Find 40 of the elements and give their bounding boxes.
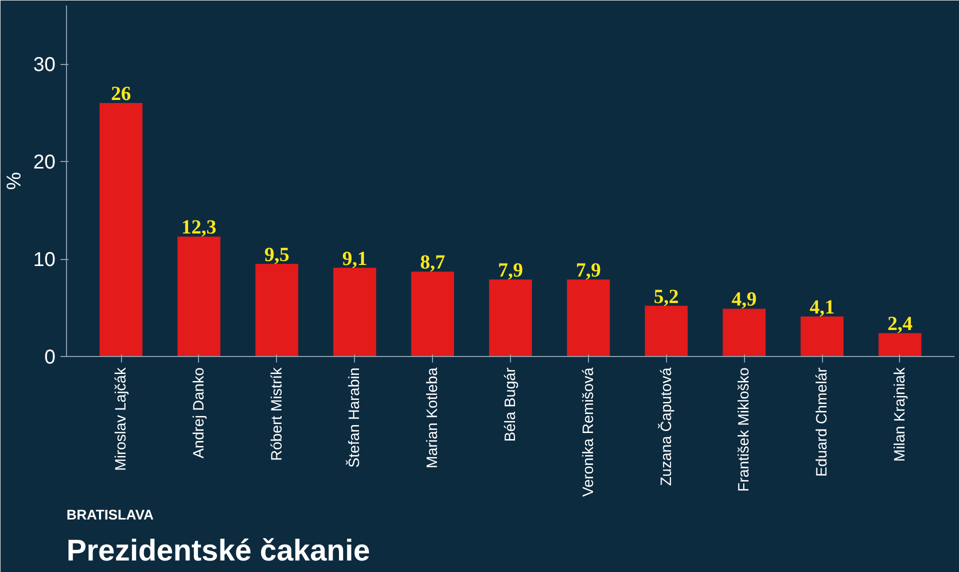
- y-tick-label: 10: [33, 249, 56, 271]
- data-label: 9,5: [264, 244, 290, 266]
- data-label: 9,1: [342, 248, 368, 270]
- bar: [644, 306, 688, 356]
- data-label: 12,3: [181, 216, 216, 239]
- data-label: 5,2: [654, 286, 679, 308]
- text: Prezidentské čakanie: [66, 534, 370, 568]
- y-tick-label: 30: [33, 54, 56, 76]
- x-tick-label: Róbert Mistrík: [268, 367, 286, 461]
- bar: [100, 103, 142, 356]
- data-label: 26: [111, 83, 132, 105]
- data-label: 7,9: [498, 259, 523, 282]
- bar: [722, 308, 766, 356]
- data-label: 8,7: [420, 252, 446, 274]
- data-label: 4,9: [732, 288, 757, 311]
- data-label: 7,9: [576, 259, 601, 282]
- bar: [333, 268, 376, 356]
- x-tick-label: Veronika Remišová: [580, 366, 597, 497]
- x-tick-label: Milan Krajniak: [891, 367, 908, 462]
- x-tick-label: Eduard Chmelár: [814, 367, 831, 477]
- text: BRATISLAVA: [66, 506, 154, 522]
- bar: [566, 279, 610, 356]
- data-label: 2,4: [887, 313, 912, 336]
- x-tick-label: Marian Kotleba: [424, 366, 442, 468]
- x-tick-label: František Mikloško: [736, 367, 753, 492]
- y-tick-label: 20: [33, 152, 56, 174]
- x-tick-label: Béla Bugár: [502, 367, 519, 442]
- y-axis-title: %: [3, 172, 26, 190]
- x-tick-label: Štefan Harabin: [345, 367, 364, 468]
- x-tick-label: Andrej Danko: [190, 367, 208, 458]
- x-tick-label: Zuzana Čaputová: [656, 366, 675, 486]
- y-tick-label: 0: [44, 346, 56, 368]
- bar: [800, 316, 844, 356]
- bar: [878, 333, 922, 356]
- x-tick-label: Miroslav Lajčák: [112, 367, 130, 471]
- bar: [489, 279, 532, 356]
- bar: [411, 272, 454, 356]
- bar: [178, 236, 220, 356]
- data-label: 4,1: [810, 296, 835, 319]
- bar: [255, 264, 298, 356]
